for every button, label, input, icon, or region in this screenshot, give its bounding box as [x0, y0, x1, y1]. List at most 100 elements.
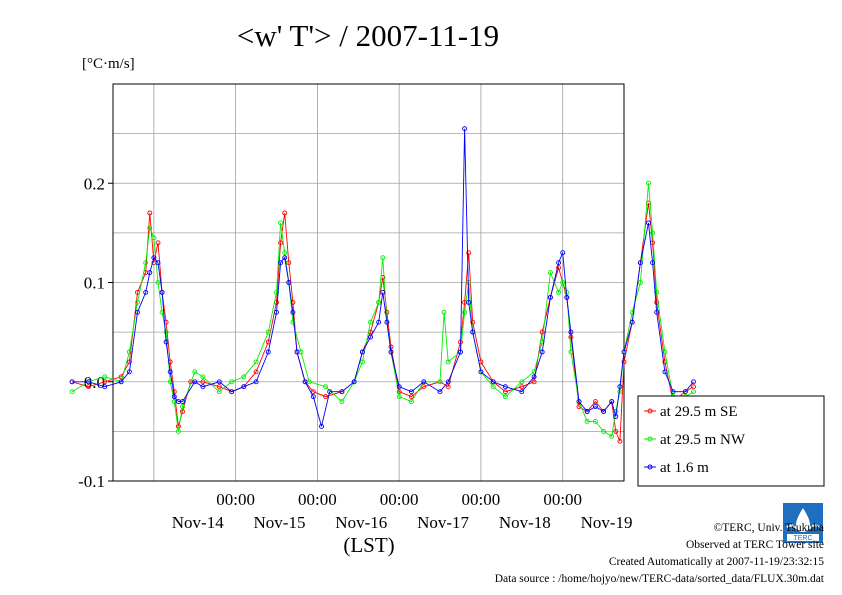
data-point — [437, 389, 443, 395]
data-point — [396, 384, 402, 390]
data-point — [539, 349, 545, 355]
data-point — [556, 265, 562, 271]
data-point — [155, 260, 161, 266]
data-point — [339, 389, 345, 395]
data-point — [135, 309, 140, 315]
data-point — [584, 418, 590, 424]
data-point — [650, 230, 656, 236]
x-date-label: Nov-18 — [499, 513, 551, 532]
data-point — [126, 349, 132, 355]
y-tick-labels: 0.20.10.0-0.1 — [78, 174, 113, 491]
data-point — [547, 270, 553, 276]
data-point — [163, 339, 169, 345]
data-point — [445, 379, 451, 385]
data-point — [118, 379, 124, 385]
data-point — [568, 329, 574, 335]
data-point — [556, 289, 562, 295]
data-point — [617, 384, 623, 390]
legend-label: at 1.6 m — [660, 460, 709, 476]
data-point — [502, 389, 508, 395]
data-point — [441, 309, 447, 315]
x-date-label: Nov-17 — [417, 513, 469, 532]
data-point — [86, 384, 91, 390]
data-point — [519, 379, 525, 385]
data-point — [359, 349, 365, 355]
chart-title: <w' T'> / 2007-11-19 — [237, 18, 499, 53]
series-group — [69, 126, 696, 429]
data-point — [368, 319, 373, 325]
data-point — [290, 309, 296, 315]
y-tick-label: 0.1 — [84, 274, 105, 293]
data-point — [462, 309, 468, 315]
data-point — [662, 369, 668, 375]
data-point — [278, 220, 284, 226]
data-point — [470, 319, 476, 325]
data-point — [613, 414, 619, 419]
data-point — [278, 240, 284, 246]
x-time-label: 00:00 — [462, 490, 501, 509]
data-point — [286, 280, 292, 285]
data-point — [466, 250, 472, 256]
data-point — [531, 379, 537, 385]
data-point — [564, 294, 570, 300]
data-point — [143, 289, 149, 295]
data-point — [163, 329, 169, 335]
data-point — [86, 379, 91, 385]
data-point — [601, 409, 607, 414]
data-point — [654, 309, 660, 315]
data-point — [637, 260, 643, 266]
data-point — [654, 299, 660, 305]
data-point — [274, 309, 279, 315]
data-point — [560, 250, 566, 256]
data-point — [601, 428, 607, 434]
data-point — [102, 379, 108, 385]
copyright-text: ©TERC, Univ. Tsukuba — [713, 522, 824, 534]
y-tick-label: -0.1 — [78, 472, 105, 491]
data-point — [192, 369, 198, 375]
data-point — [216, 389, 222, 395]
data-point — [384, 319, 390, 325]
data-point — [200, 384, 206, 390]
y-tick-label: 0.2 — [84, 174, 105, 193]
data-point — [155, 280, 161, 285]
data-point — [691, 389, 696, 395]
series-line — [71, 183, 694, 438]
data-point — [241, 374, 247, 380]
data-point — [466, 299, 472, 305]
data-point — [200, 374, 206, 380]
x-time-label: 00:00 — [380, 490, 419, 509]
svg-text:TERC: TERC — [793, 535, 812, 542]
data-point — [556, 260, 562, 266]
data-point — [617, 438, 623, 444]
data-point — [102, 384, 108, 390]
data-point — [143, 260, 149, 266]
data-point — [323, 384, 329, 390]
terc-logo-icon: TERC — [783, 503, 823, 543]
data-point — [253, 369, 259, 375]
data-point — [286, 260, 292, 266]
data-point — [282, 255, 288, 261]
data-point — [282, 210, 288, 216]
data-point — [539, 339, 545, 345]
data-point — [216, 379, 222, 385]
created-text: Created Automatically at 2007-11-19/23:3… — [608, 556, 824, 568]
x-axis-label: (LST) — [343, 533, 394, 557]
data-point — [229, 379, 235, 385]
data-point — [470, 329, 476, 335]
data-point — [376, 319, 382, 325]
data-point — [135, 299, 140, 305]
data-point — [592, 399, 598, 405]
x-time-label: 00:00 — [298, 490, 337, 509]
data-point — [126, 369, 132, 375]
data-point — [323, 394, 329, 400]
data-point — [576, 399, 582, 405]
data-point — [290, 319, 296, 325]
data-point — [310, 394, 316, 400]
source-text: Data source : /home/hojyo/new/TERC-data/… — [494, 573, 824, 585]
x-date-label: Nov-16 — [335, 513, 387, 532]
legend-swatch-marker — [647, 464, 653, 470]
data-point — [650, 260, 656, 266]
data-point — [278, 260, 284, 266]
x-time-label: 00:00 — [216, 490, 255, 509]
legend-swatch-marker — [647, 408, 653, 414]
